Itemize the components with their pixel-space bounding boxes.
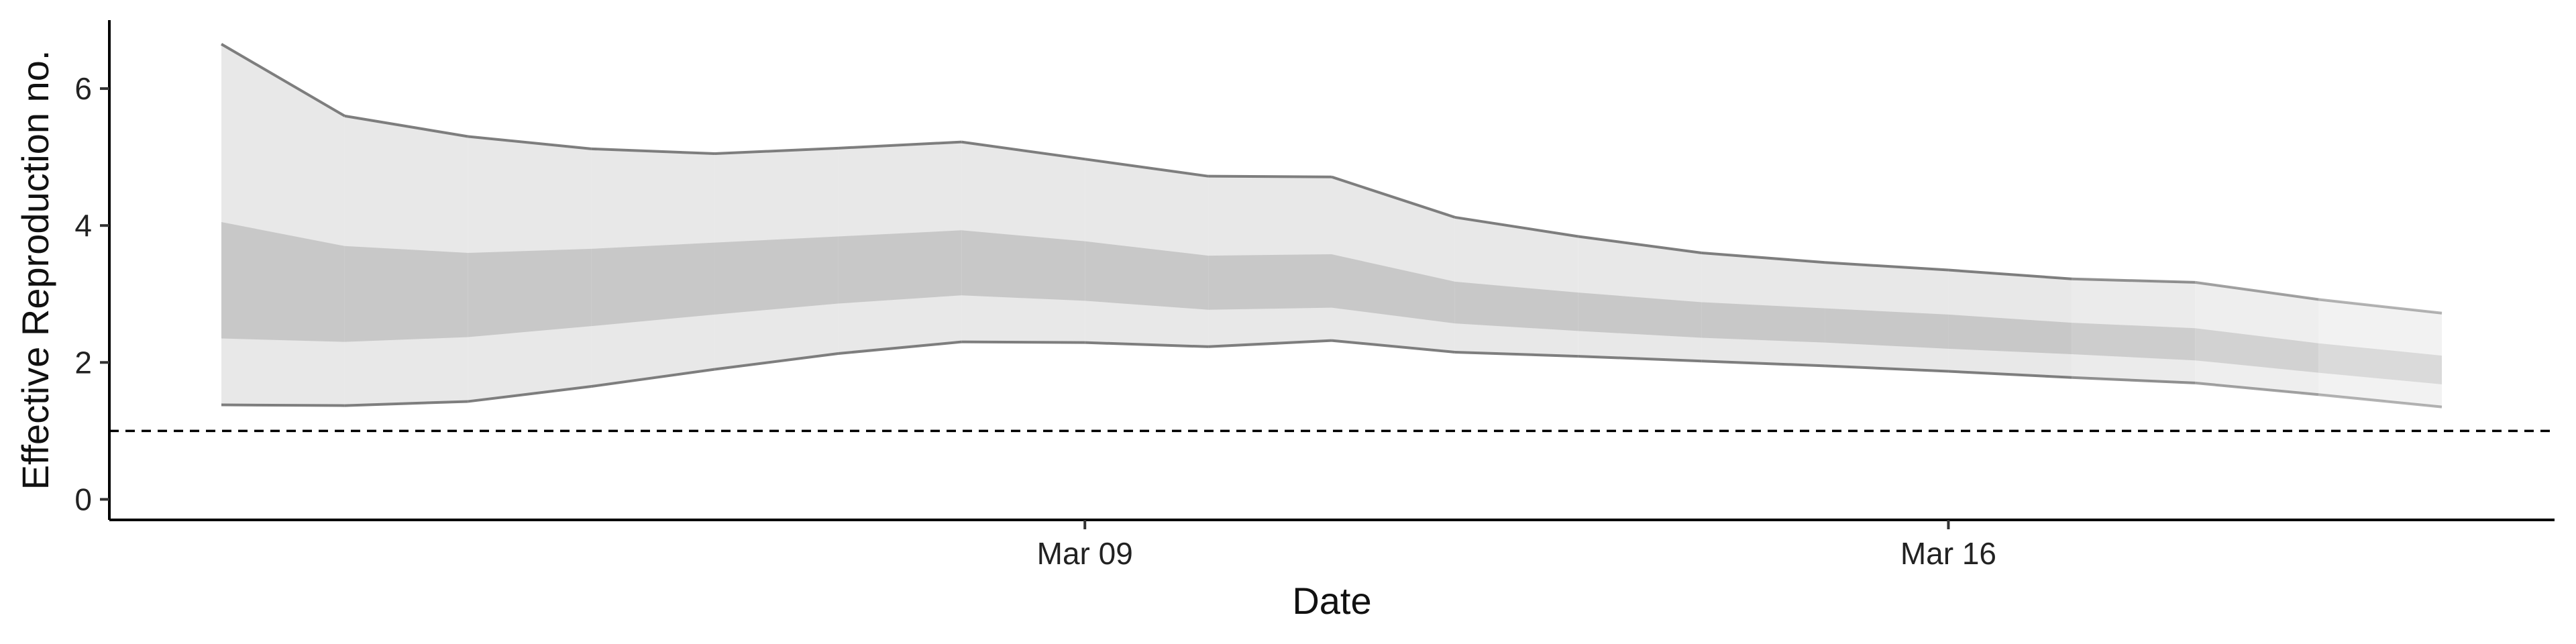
upper-bound-segment [344,114,469,138]
inner-band-segment [961,230,1085,301]
y-axis-ticks: 0 2 4 6 [74,71,109,517]
x-tick-label: Mar 16 [1900,536,1996,571]
y-tick-label: 0 [74,482,92,517]
inner-band-segment [714,236,839,315]
lower-bound-segment [961,340,1085,344]
inner-band-segment [591,242,715,327]
inner-band-segment [2318,343,2442,384]
inner-band-segment [1332,254,1455,324]
inner-band-segment [221,222,345,342]
upper-bound-segment [714,146,839,156]
inner-band-segment [1948,314,2072,355]
upper-bound-segment [1701,251,1825,264]
y-axis-title: Effective Reproduction no. [14,50,56,490]
lower-bound-segment [1701,360,1825,368]
inner-band-segment [1578,292,1702,338]
x-axis-ticks: Mar 09 Mar 16 [1037,520,1996,571]
lower-bound-segment [838,340,962,355]
upper-bound-segment [2318,298,2443,315]
lower-bound-segment [591,368,715,388]
inner-band-segment [1085,241,1209,310]
lower-bound-segment [1208,339,1332,348]
lower-bound-segment [1948,370,2072,379]
upper-bound-segment [1208,174,1332,178]
outer-band-segment [221,44,345,406]
upper-bound-segment [2072,277,2196,284]
bound-lines [220,42,2443,409]
lower-bound-segment [2072,376,2196,384]
upper-bound-segment [591,147,715,156]
x-axis-title: Date [1292,580,1371,622]
lower-bound-segment [1331,339,1456,354]
lower-bound-segment [1454,350,1578,358]
y-tick-label: 4 [74,208,92,243]
lower-bound-segment [714,352,839,371]
upper-bound-segment [468,135,592,150]
inner-band-segment [838,230,962,304]
inner-band-segment [1208,254,1332,310]
upper-bound-segment [1084,158,1209,178]
inner-band-segment [468,248,592,337]
inner-band-segment [2072,323,2196,361]
inner-band-segment [1454,281,1578,331]
y-tick-label: 6 [74,71,92,106]
estimate-bands [221,44,2442,407]
upper-bound-segment [1948,268,2072,280]
y-tick-label: 2 [74,345,92,380]
lower-bound-segment [2195,381,2319,396]
lower-bound-segment [1825,364,1949,373]
upper-bound-segment [2194,280,2319,301]
upper-bound-segment [1454,215,1579,238]
x-tick-label: Mar 09 [1037,536,1133,571]
lower-bound-segment [221,403,345,407]
upper-bound-segment [1578,235,1702,254]
upper-bound-segment [220,42,345,117]
inner-band-segment [1825,308,1949,349]
upper-bound-segment [961,140,1085,161]
inner-band-segment [1701,302,1825,343]
inner-band-segment [344,246,468,342]
lower-bound-segment [1578,355,1702,363]
upper-bound-segment [1331,175,1456,219]
lower-bound-segment [344,400,468,407]
upper-bound-segment [1825,261,1949,272]
lower-bound-segment [1085,341,1209,348]
lower-bound-segment [468,385,592,403]
upper-bound-segment [838,140,962,150]
inner-band-segment [2195,328,2319,373]
lower-bound-segment [2318,393,2443,409]
